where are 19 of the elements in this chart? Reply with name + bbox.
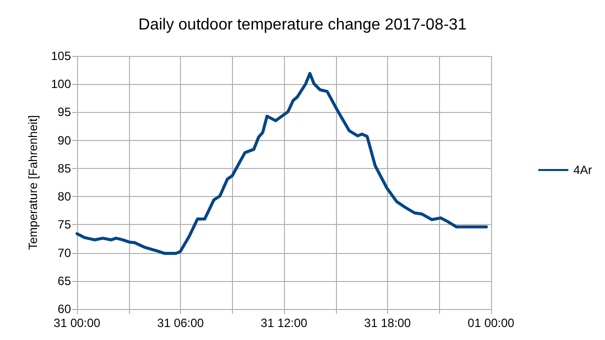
y-tick-label: 100 [50, 77, 72, 92]
chart-title: Daily outdoor temperature change 2017-08-31 [138, 16, 467, 34]
y-tick-label: 65 [58, 274, 72, 288]
y-tick-label: 105 [50, 49, 72, 63]
y-tick-label: 95 [58, 105, 72, 120]
y-tick-label: 75 [58, 218, 72, 232]
x-tick-label: 01 00:00 [468, 316, 515, 330]
x-tick-label: 31 18:00 [364, 316, 412, 330]
y-tick-label: 85 [58, 161, 72, 176]
x-tick-label: 31 06:00 [157, 316, 204, 330]
x-tick-label: 31 00:00 [54, 316, 101, 330]
y-tick-label: 90 [58, 133, 72, 148]
line-series [76, 72, 488, 255]
y-tick-label: 80 [58, 190, 72, 204]
x-tick-label: 31 12:00 [260, 316, 308, 330]
legend-label: 4Ar [573, 163, 592, 177]
y-axis-title: Temperature [Fahrenheit] [26, 115, 40, 250]
y-tick-label: 60 [58, 302, 72, 316]
y-tick-label: 70 [58, 246, 72, 260]
